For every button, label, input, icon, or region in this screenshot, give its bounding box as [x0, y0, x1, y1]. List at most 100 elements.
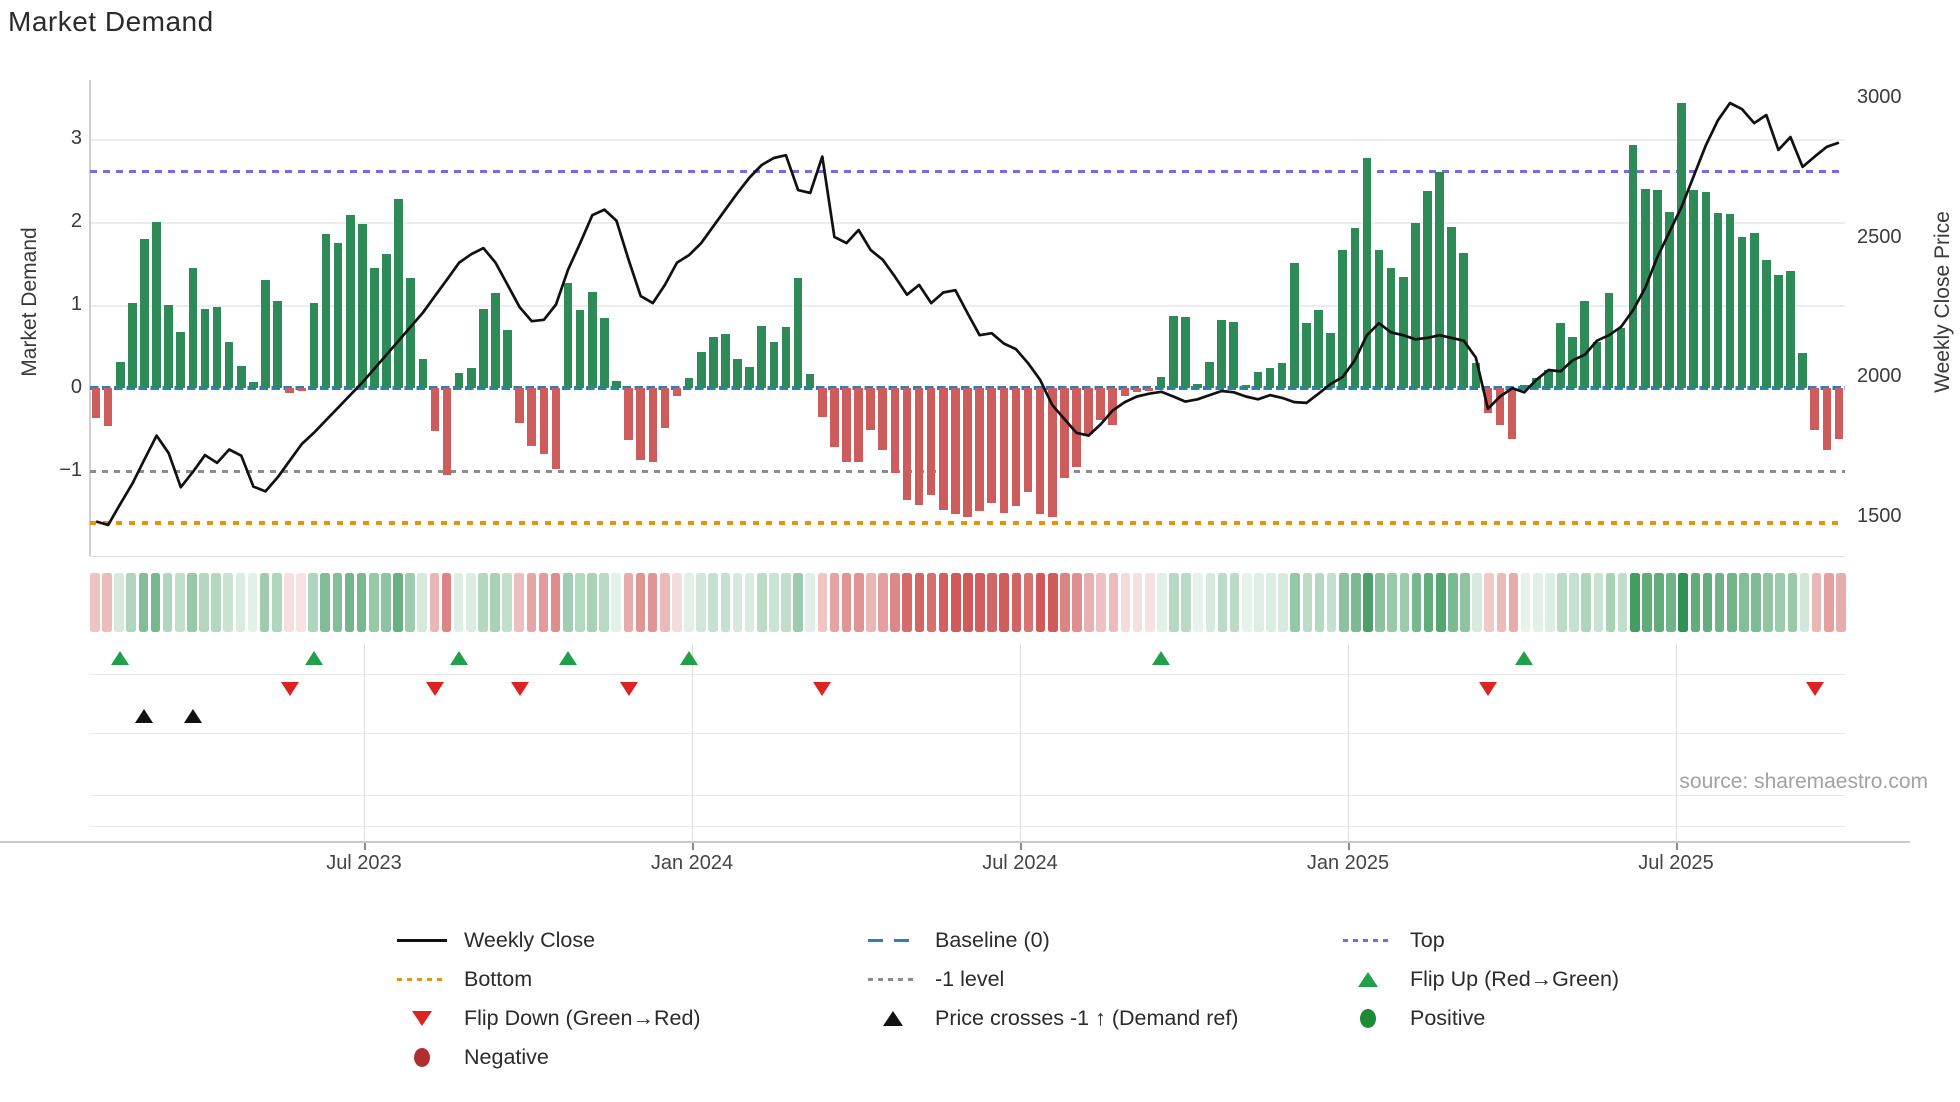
heatmap-cell [1229, 573, 1240, 632]
right-tick-label: 3000 [1857, 86, 1902, 108]
heatmap-cell [1338, 573, 1349, 632]
demand-bar [926, 388, 936, 496]
demand-bar [1205, 362, 1214, 388]
demand-bar [527, 388, 537, 447]
demand-bar [842, 388, 851, 462]
demand-bar [503, 329, 512, 388]
heatmap-cell [1217, 573, 1228, 632]
demand-bar [466, 368, 476, 388]
legend-dots-purple-icon [1340, 938, 1396, 943]
legend-item-label: Negative [464, 1045, 549, 1069]
heatmap-cell [490, 573, 500, 632]
demand-bar [1810, 388, 1820, 430]
demand-bar [1822, 388, 1832, 451]
demand-bar [1701, 192, 1711, 388]
demand-bar [624, 388, 633, 441]
heatmap-cell [259, 573, 270, 632]
demand-bar [1181, 317, 1190, 388]
heatmap-cell [550, 573, 561, 632]
legend-tri-up-green-icon [1340, 972, 1396, 987]
right-tick-label: 2000 [1857, 365, 1902, 387]
heatmap-cell [1496, 573, 1507, 632]
legend-dots-gray-icon [865, 977, 921, 982]
demand-bar [1677, 103, 1686, 388]
heatmap-cell [393, 573, 403, 632]
heatmap-cell [344, 573, 355, 632]
demand-bar [636, 388, 645, 461]
heatmap-cell [914, 573, 925, 632]
heatmap-cell [478, 573, 488, 632]
demand-bar [1084, 388, 1093, 434]
demand-bar [648, 388, 658, 462]
weekly-close-polyline [95, 101, 1840, 527]
demand-bar [1568, 337, 1577, 388]
demand-bar [721, 334, 730, 388]
heatmap-cell [1290, 573, 1300, 632]
flip-down-marker [1478, 682, 1497, 696]
demand-bar [890, 388, 900, 473]
demand-bar [382, 253, 391, 388]
flip-up-marker [1515, 651, 1534, 665]
heatmap-cell [1023, 573, 1034, 632]
demand-bar [551, 388, 561, 469]
demand-bar [563, 283, 573, 388]
demand-bar [1386, 268, 1396, 388]
legend-dots-orange-icon [394, 977, 450, 982]
demand-bar [200, 309, 210, 388]
legend-dot-darkred-icon [394, 1048, 450, 1067]
heatmap-cell [672, 573, 682, 632]
legend-item-label: Flip Down (Green→Red) [464, 1006, 701, 1030]
demand-bar [1265, 368, 1275, 388]
heatmap-cell [1423, 573, 1434, 632]
flip-up-marker [559, 651, 578, 665]
heatmap-cell [1654, 573, 1664, 632]
demand-bar [1411, 222, 1420, 388]
heatmap-cell [1181, 573, 1191, 632]
demand-bar [793, 277, 803, 388]
heatmap-cell [769, 573, 779, 632]
heatmap-cell [647, 573, 658, 632]
demand-bar [999, 388, 1009, 513]
demand-bar [1471, 363, 1481, 388]
heatmap-cell [441, 573, 452, 632]
heatmap-cell [1351, 573, 1361, 632]
heatmap-cell [732, 573, 743, 632]
heatmap-cell [1823, 573, 1834, 632]
x-tick-label: Jul 2025 [1638, 852, 1714, 874]
heatmap-cell [1035, 573, 1046, 632]
flip-up-marker [111, 651, 130, 665]
demand-bar [1156, 377, 1166, 388]
top-reference-line [90, 169, 1845, 174]
heatmap-cell [1132, 573, 1143, 632]
demand-bar [236, 365, 246, 388]
demand-bar [684, 378, 694, 388]
demand-bar [757, 325, 767, 388]
demand-bar [1834, 388, 1844, 440]
demand-bar [454, 373, 464, 388]
heatmap-cell [1411, 573, 1422, 632]
demand-bar [1193, 383, 1202, 388]
demand-bar [430, 388, 440, 432]
heatmap-cell [1460, 573, 1470, 632]
demand-bar [745, 367, 754, 388]
legend-item: Flip Down (Green→Red) [394, 999, 701, 1038]
left-tick-label: 0 [70, 376, 82, 398]
demand-bar [1580, 300, 1590, 388]
heatmap-cell [332, 573, 343, 632]
x-axis-line [0, 841, 1910, 843]
left-tick-label: 3 [70, 127, 82, 149]
demand-bar [345, 215, 355, 388]
demand-bar [1144, 388, 1154, 391]
heatmap-cell [1096, 573, 1106, 632]
demand-bar [140, 238, 149, 388]
legend-item: Flip Up (Red→Green) [1340, 960, 1619, 999]
demand-bar [612, 381, 621, 388]
heatmap-cell [684, 573, 694, 632]
demand-bar [309, 302, 319, 388]
heatmap-cell [1314, 573, 1325, 632]
demand-bar [1435, 172, 1444, 388]
demand-bar [1628, 144, 1638, 388]
legend-item: Positive [1340, 999, 1619, 1038]
heatmap-cell [623, 573, 634, 632]
